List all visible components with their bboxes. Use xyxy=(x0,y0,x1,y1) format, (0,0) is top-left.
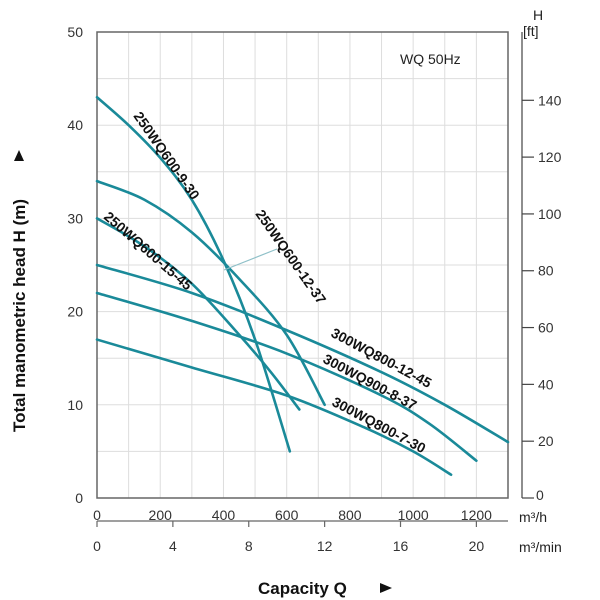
y-tick-label: 0 xyxy=(75,490,83,506)
y-axis-title: Total manometric head H (m) xyxy=(10,199,29,432)
secondary-y-tick-label: 0 xyxy=(536,487,544,503)
secondary-y-tick-label: 40 xyxy=(538,376,554,392)
secondary-y-tick-label: 140 xyxy=(538,92,562,108)
secondary-x-tick-label: 20 xyxy=(469,538,485,554)
y-tick-label: 30 xyxy=(67,210,83,226)
x-unit-label: m³/h xyxy=(519,509,547,525)
secondary-y-tick-label: 120 xyxy=(538,149,562,165)
x-tick-label: 0 xyxy=(93,507,101,523)
x-tick-label: 1000 xyxy=(398,507,429,523)
secondary-x-axis: 0 4 8 12 16 20 xyxy=(93,520,508,554)
curve-300WQ900-8-37 xyxy=(95,291,478,463)
x-tick-label: 200 xyxy=(149,507,173,523)
secondary-y-tick-label: 60 xyxy=(538,320,554,336)
secondary-y-axis: 0 20 40 60 80 100 120 140 xyxy=(521,32,562,503)
curve-300WQ800-12-45 xyxy=(95,263,510,444)
secondary-x-tick-label: 8 xyxy=(245,538,253,554)
secondary-y-tick-label: 100 xyxy=(538,206,562,222)
grid xyxy=(97,32,508,498)
x-tick-label: 800 xyxy=(338,507,362,523)
secondary-y-unit: [ft] xyxy=(523,23,539,39)
y-tick-label: 40 xyxy=(67,117,83,133)
secondary-y-tick-label: 80 xyxy=(538,263,554,279)
curve-250WQ600-12-37 xyxy=(95,179,326,407)
label-leader-line xyxy=(223,248,278,271)
x-tick-label: 400 xyxy=(212,507,236,523)
curve-300WQ800-7-30 xyxy=(95,338,453,476)
curve-labels: 250WQ600-9-30250WQ600-12-37250WQ600-15-4… xyxy=(101,109,435,457)
y-tick-label: 20 xyxy=(67,304,83,320)
y-axis-arrow-icon xyxy=(14,150,24,161)
x2-unit-label: m³/min xyxy=(519,539,562,555)
secondary-x-tick-label: 0 xyxy=(93,538,101,554)
x-tick-label: 1200 xyxy=(461,507,492,523)
y-tick-label: 50 xyxy=(67,24,83,40)
secondary-y-label: H xyxy=(533,7,543,23)
curves xyxy=(95,95,510,476)
secondary-x-tick-label: 12 xyxy=(317,538,333,554)
x-tick-label: 600 xyxy=(275,507,299,523)
y-tick-label: 10 xyxy=(67,397,83,413)
secondary-x-tick-label: 4 xyxy=(169,538,177,554)
x-tick-labels: 0 200 400 600 800 1000 1200 xyxy=(93,507,492,523)
x-axis-title: Capacity Q xyxy=(258,579,347,598)
x-axis-arrow-icon xyxy=(380,583,392,593)
y-tick-labels: 0 10 20 30 40 50 xyxy=(67,24,83,506)
curve-250WQ600-9-30 xyxy=(95,95,292,453)
secondary-y-tick-label: 20 xyxy=(538,433,554,449)
curve-250WQ600-15-45 xyxy=(95,217,301,411)
annotation: WQ 50Hz xyxy=(400,51,461,67)
secondary-x-tick-label: 16 xyxy=(393,538,409,554)
